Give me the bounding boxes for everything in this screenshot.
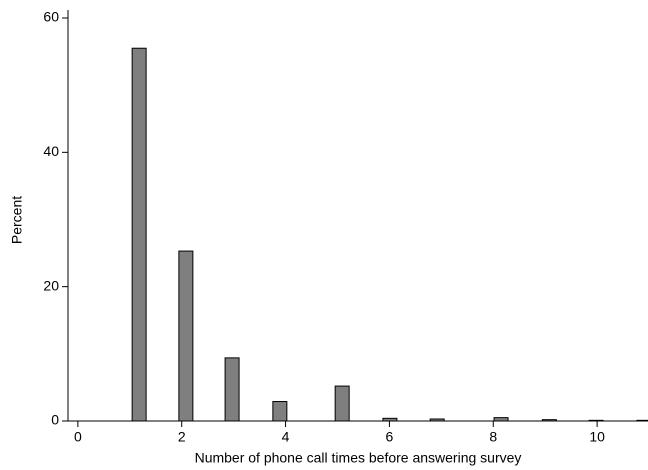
bar (178, 250, 194, 422)
x-tick-label: 4 (282, 429, 290, 445)
y-axis-label: Percent (9, 196, 25, 244)
x-axis-label: Number of phone call times before answer… (195, 450, 522, 466)
y-tick-label: 20 (43, 277, 59, 293)
y-tick-label: 60 (43, 9, 59, 25)
bar (493, 417, 509, 422)
x-tick-label: 0 (74, 429, 82, 445)
y-tick-label: 0 (51, 412, 59, 428)
x-tick-label: 2 (178, 429, 186, 445)
x-tick-label: 8 (489, 429, 497, 445)
bar (334, 385, 350, 422)
x-tick-label: 6 (386, 429, 394, 445)
y-tick-label: 40 (43, 143, 59, 159)
plot-area (131, 47, 648, 422)
bar (131, 47, 147, 422)
bar (224, 357, 240, 422)
bar (272, 401, 288, 422)
x-tick-label: 10 (589, 429, 605, 445)
